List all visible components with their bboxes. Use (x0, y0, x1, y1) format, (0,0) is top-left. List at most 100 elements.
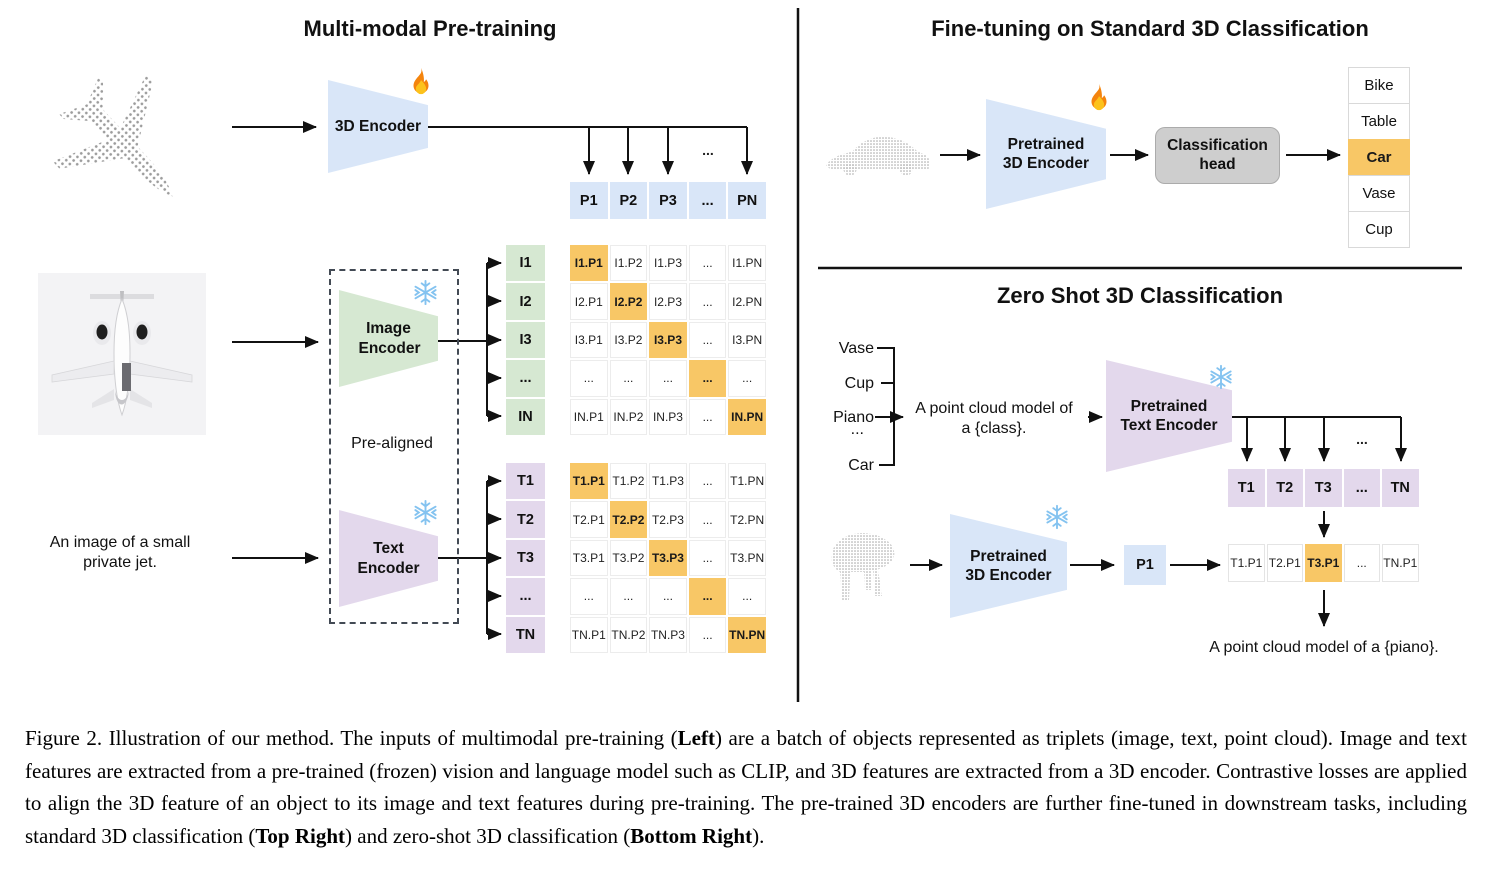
matrix-cell: ... (688, 360, 727, 397)
t-cell: T1 (506, 463, 545, 500)
zeroshot-class-piano: Piano (833, 409, 874, 426)
text-encoder-label: Text Encoder (357, 540, 420, 577)
text-feature-row: T1 T2 T3... TN (1228, 469, 1419, 507)
class-item: Table (1348, 103, 1410, 140)
left-panel-title: Multi-modal Pre-training (303, 16, 557, 41)
matrix-cell: T3.P3 (649, 539, 687, 577)
snowflake-icon (1046, 504, 1068, 530)
ellipsis-t-fanout: ... (1356, 431, 1368, 447)
fire-icon (413, 67, 429, 95)
airplane-image (38, 273, 206, 435)
matrix-cell: I2.P3 (649, 283, 687, 320)
zeroshot-class-cup: Cup (844, 375, 874, 392)
matrix-cell: I1.P2 (609, 245, 648, 282)
pretrained-3d-encoder-finetune-label: Pretrained 3D Encoder (1002, 135, 1090, 172)
matrix-cell: ... (688, 398, 727, 435)
airplane-point-cloud (52, 74, 173, 197)
t-cell: T2 (1266, 469, 1303, 507)
classification-head-label: Classification head (1167, 136, 1268, 173)
matrix-cell: ... (688, 501, 727, 538)
tp-cell: TN.P1 (1382, 544, 1419, 582)
t-cell: ... (1343, 469, 1380, 507)
class-item: Cup (1348, 211, 1410, 248)
t-cell: TN (1382, 469, 1419, 507)
matrix-cell: I2.P1 (570, 283, 608, 320)
encoder-3d-label: 3D Encoder (334, 117, 422, 135)
caption-segment: ) are a batch of objects represented as … (25, 726, 1467, 848)
matrix-cell: ... (688, 283, 727, 320)
zeroshot-panel-title: Zero Shot 3D Classification (996, 283, 1284, 308)
caption-segment: ) and zero-shot 3D classification ( (345, 823, 631, 848)
matrix-cell: I1.PN (728, 245, 766, 282)
matrix-cell: IN.PN (728, 398, 766, 435)
image-point-similarity-matrix: I1.P1 I1.P2 I1.P3... I1.PN I2.P1 I2.P2 I2.P3..… (570, 245, 766, 435)
p1-feature-box: P1 (1124, 545, 1166, 585)
piano-point-cloud (831, 532, 895, 600)
matrix-cell: ... (728, 360, 766, 397)
car-point-cloud (826, 136, 930, 176)
zeroshot-class-car: Car (848, 457, 874, 474)
image-encoder-label: Image Encoder (358, 320, 421, 357)
pre-aligned-label: Pre-aligned (351, 435, 433, 452)
matrix-cell: I3.P1 (570, 321, 608, 359)
matrix-cell: T3.P2 (609, 539, 648, 577)
matrix-cell: ... (728, 578, 766, 615)
i-cell: IN (506, 398, 545, 435)
snowflake-icon (414, 279, 437, 306)
matrix-cell: I1.P1 (570, 245, 608, 282)
matrix-cell: ... (688, 539, 727, 577)
class-item: Car (1348, 139, 1410, 176)
matrix-cell: T2.P2 (609, 501, 648, 538)
matrix-cell: ... (609, 578, 648, 615)
matrix-cell: T1.P1 (570, 463, 608, 500)
matrix-cell: ... (688, 463, 727, 500)
fire-icon (1091, 83, 1107, 111)
tp-cell: T3.P1 (1305, 544, 1342, 582)
finetune-panel-title: Fine-tuning on Standard 3D Classificatio… (931, 16, 1369, 41)
matrix-cell: TN.PN (728, 616, 766, 653)
matrix-cell: ... (688, 578, 727, 615)
text-point-similarity-matrix: T1.P1 T1.P2 T1.P3... T1.PN T2.P1 T2.P2 T2.P3..… (570, 463, 766, 653)
pre-aligned-box (329, 269, 459, 624)
class-list: Bike Table Car Vase Cup (1348, 67, 1410, 248)
image-text-line1: An image of a small (49, 534, 191, 551)
caption-segment: Figure 2. Illustration of our method. Th… (25, 726, 678, 750)
pretrained-text-encoder-label: Pretrained Text Encoder (1120, 397, 1218, 434)
image-text-caption: An image of a small private jet. (22, 533, 218, 573)
matrix-cell: I2.P2 (609, 283, 648, 320)
tp-cell: T2.P1 (1266, 544, 1303, 582)
matrix-cell: I1.P3 (649, 245, 687, 282)
p-cell: P3 (649, 182, 687, 219)
p-cell: ... (688, 182, 727, 219)
image-text-line2: private jet. (83, 554, 157, 571)
pretrained-3d-encoder-zeroshot-label: Pretrained 3D Encoder (965, 547, 1052, 584)
matrix-cell: T2.P1 (570, 501, 608, 538)
tp-cell: ... (1343, 544, 1380, 582)
t-cell: ... (506, 578, 545, 615)
p-cell: PN (728, 182, 766, 219)
matrix-cell: I3.PN (728, 321, 766, 359)
matrix-cell: ... (609, 360, 648, 397)
similarity-row: T1.P1 T2.P1 T3.P1... TN.P1 (1228, 544, 1419, 582)
ellipsis-p-fanout: ... (702, 142, 714, 158)
p-cell: P2 (609, 182, 648, 219)
matrix-cell: TN.P1 (570, 616, 608, 653)
i-cell: I1 (506, 245, 545, 282)
matrix-cell: I3.P2 (609, 321, 648, 359)
matrix-cell: T1.P3 (649, 463, 687, 500)
text-feature-column: T1 T2 T3... TN (506, 463, 545, 653)
t-cell: TN (506, 616, 545, 653)
image-feature-column: I1 I2 I3... IN (506, 245, 545, 435)
matrix-cell: I3.P3 (649, 321, 687, 359)
matrix-cell: ... (649, 360, 687, 397)
matrix-cell: IN.P2 (609, 398, 648, 435)
p-cell: P1 (570, 182, 608, 219)
matrix-cell: ... (688, 245, 727, 282)
matrix-cell: I2.PN (728, 283, 766, 320)
matrix-cell: T1.PN (728, 463, 766, 500)
prompt-line1: A point cloud model of (915, 400, 1073, 417)
caption-segment: Left (677, 726, 715, 750)
snowflake-icon (414, 499, 437, 526)
